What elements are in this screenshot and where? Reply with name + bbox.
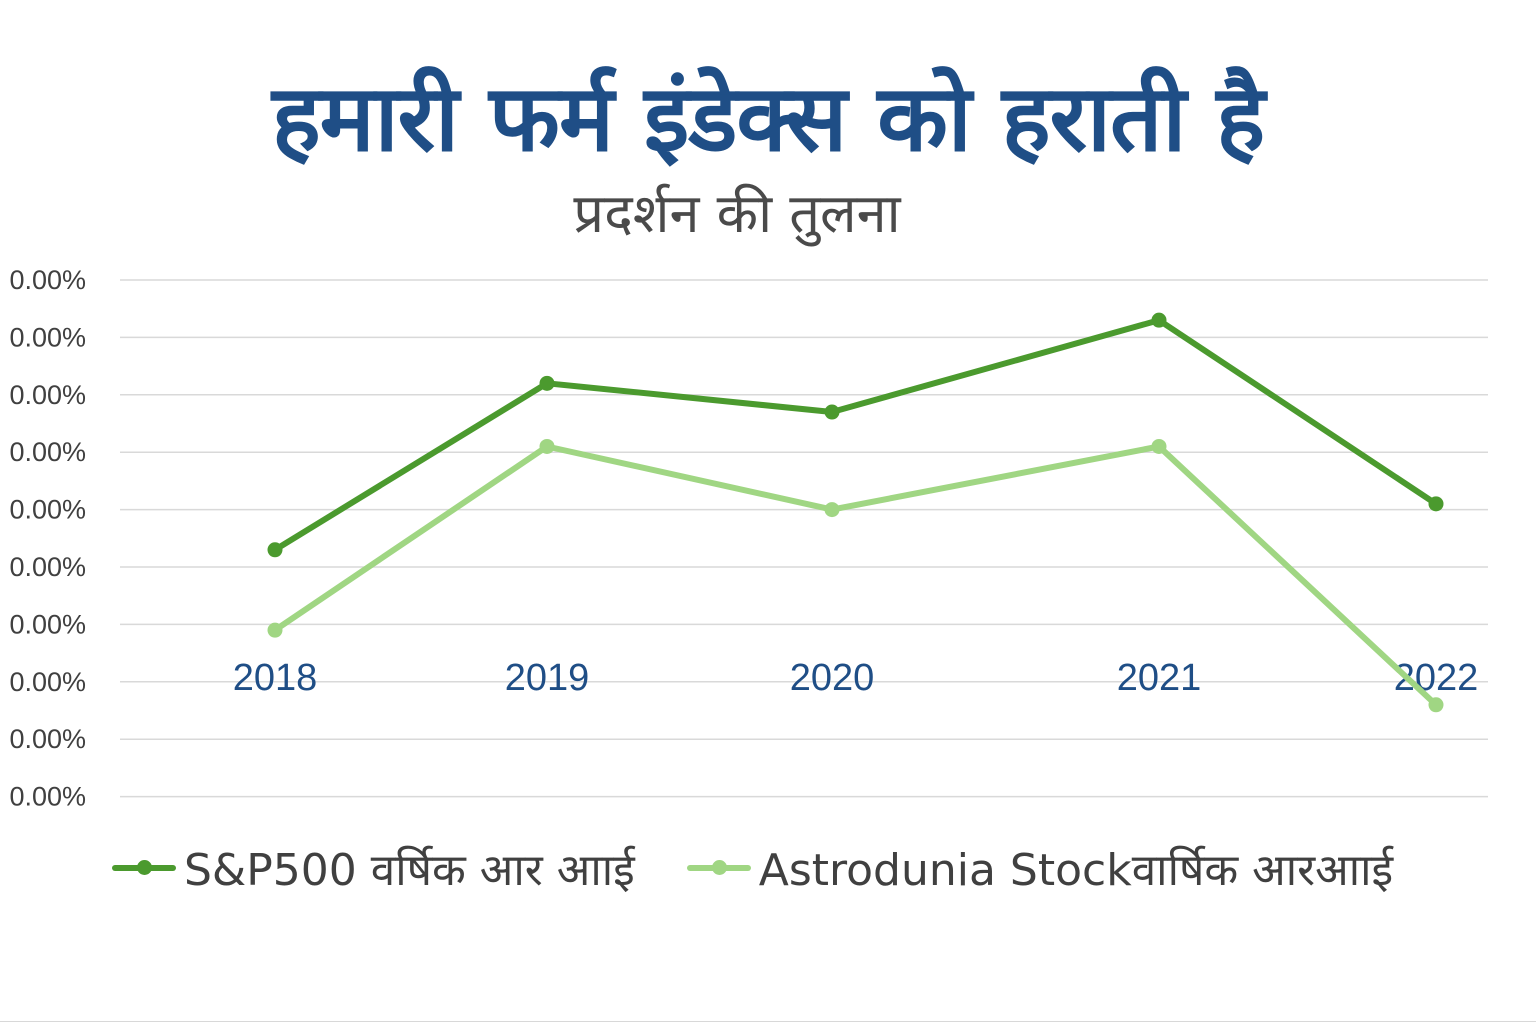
legend-label-sp500: S&P500 वर्षिक आर आाई: [184, 845, 635, 896]
x-tick-label-2021: 2021: [1117, 657, 1202, 699]
legend-item-astrodunia[interactable]: Astrodunia Stockवार्षिक आरआाई: [686, 838, 1394, 898]
data-point-s1-2018[interactable]: [267, 622, 283, 638]
y-tick-label: 0.00%: [9, 380, 86, 410]
y-tick-label: 0.00%: [9, 609, 86, 639]
chart-subtitle: प्रदर्शन की तुलना: [573, 182, 901, 245]
bottom-border: [0, 1021, 1536, 1022]
data-point-s0-2020[interactable]: [824, 404, 840, 420]
y-tick-label: 0.00%: [9, 782, 86, 812]
legend-item-sp500[interactable]: S&P500 वर्षिक आर आाई: [112, 838, 635, 898]
data-point-s1-2022[interactable]: [1428, 697, 1444, 713]
legend-swatch-sp500: [112, 860, 176, 875]
x-axis-ticks: 2018 2019 2020 2021 2022: [233, 657, 1479, 699]
y-tick-label: 0.00%: [9, 724, 86, 754]
data-point-s0-2022[interactable]: [1428, 496, 1444, 512]
chart-title: हमारी फर्म इंडेक्स को हराती है: [271, 65, 1265, 172]
x-tick-label-2020: 2020: [790, 657, 875, 699]
data-point-s1-2021[interactable]: [1151, 438, 1167, 454]
x-tick-label-2018: 2018: [233, 657, 318, 699]
y-tick-label: 0.00%: [9, 322, 86, 352]
y-tick-label: 0.00%: [9, 552, 86, 582]
data-point-s0-2019[interactable]: [539, 375, 555, 391]
legend: S&P500 वर्षिक आर आाई Astrodunia Stockवार…: [112, 838, 1445, 898]
gridlines: [120, 279, 1488, 798]
data-point-s0-2018[interactable]: [267, 542, 283, 558]
legend-swatch-astrodunia: [686, 860, 751, 875]
legend-label-astrodunia: Astrodunia Stockवार्षिक आरआाई: [758, 845, 1394, 896]
data-point-s0-2021[interactable]: [1151, 312, 1167, 328]
y-tick-label: 0.00%: [9, 437, 86, 467]
y-tick-label: 0.00%: [9, 667, 86, 697]
y-tick-label: 0.00%: [9, 495, 86, 525]
series-group: [267, 312, 1444, 713]
data-point-s1-2020[interactable]: [824, 502, 840, 518]
data-point-s1-2019[interactable]: [539, 438, 555, 454]
y-axis-ticks: 0.00% 0.00% 0.00% 0.00% 0.00% 0.00% 0.00% 0.00%…: [9, 265, 86, 812]
y-tick-label: 0.00%: [9, 265, 86, 295]
x-tick-label-2019: 2019: [505, 657, 590, 699]
